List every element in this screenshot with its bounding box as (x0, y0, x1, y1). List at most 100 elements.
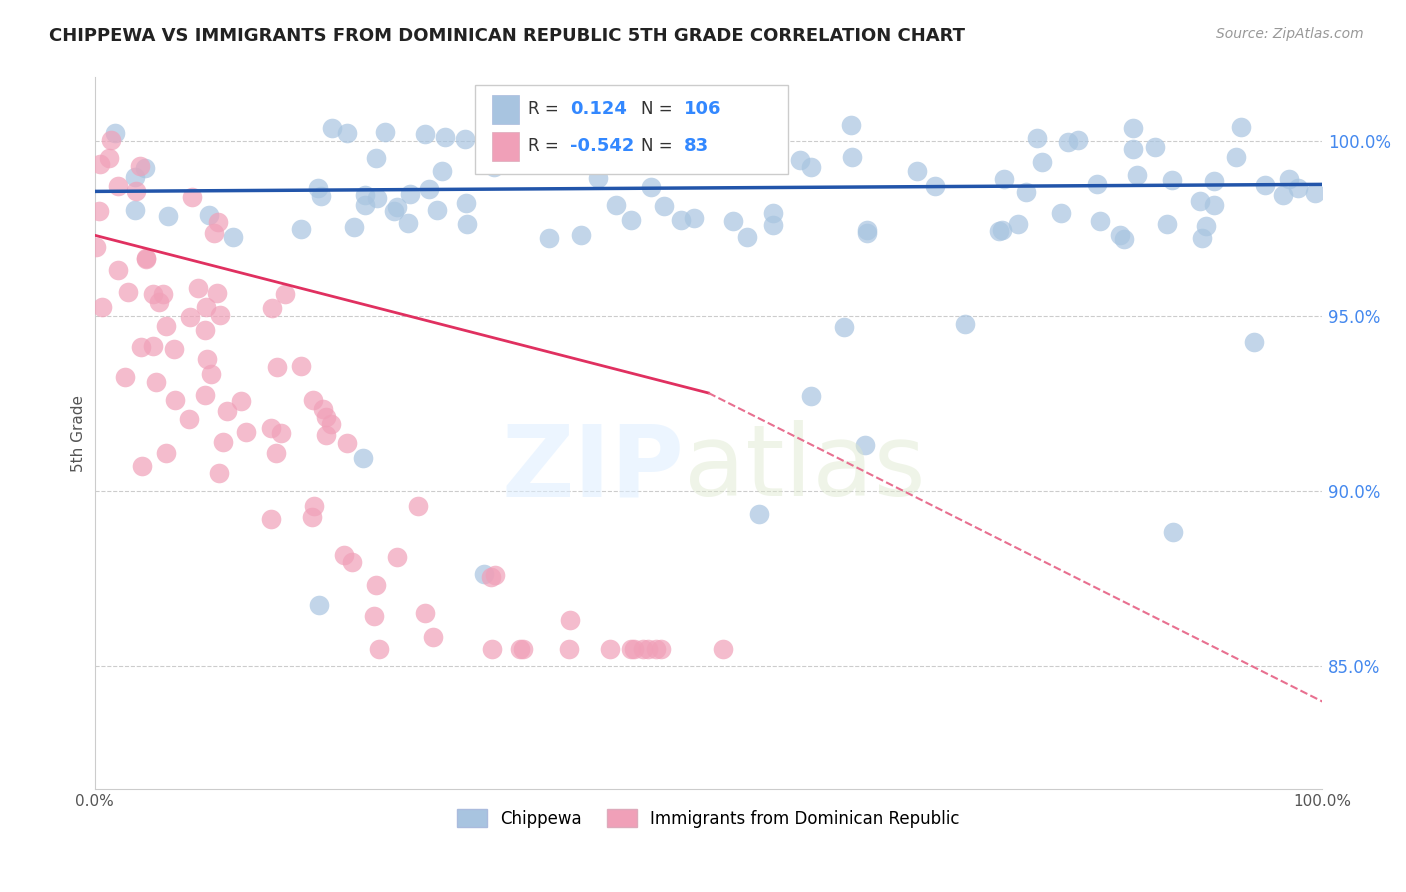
Point (135, 252, 157, 266)
Point (266, 359, 288, 374)
Point (84, 240, 107, 254)
Point (398, 186, 420, 201)
Point (264, 446, 287, 460)
Point (91, 300, 114, 314)
Point (354, 198, 377, 212)
Point (104, 126, 127, 140)
Point (396, 216, 419, 230)
Point (194, 323, 217, 337)
Point (211, 435, 233, 450)
Point (1026, 131, 1049, 145)
Point (163, 392, 186, 407)
Point (352, 451, 374, 466)
Point (800, 389, 823, 403)
Point (1057, 135, 1080, 149)
Point (734, 153, 756, 167)
Point (148, 295, 170, 310)
Point (207, 215, 229, 229)
Point (366, 191, 388, 205)
Point (721, 214, 744, 228)
Text: 83: 83 (683, 137, 709, 155)
Point (560, 613, 582, 627)
Point (586, 171, 609, 186)
Point (374, 124, 396, 138)
Point (1156, 218, 1178, 232)
Point (434, 129, 457, 144)
Point (354, 188, 377, 202)
Point (1122, 142, 1144, 156)
Point (321, 120, 343, 135)
Legend: Chippewa, Immigrants from Dominican Republic: Chippewa, Immigrants from Dominican Repu… (450, 803, 966, 834)
Point (1085, 177, 1108, 191)
Point (430, 164, 453, 178)
Point (307, 181, 329, 195)
Point (124, 203, 146, 218)
Point (114, 370, 136, 384)
Point (1254, 178, 1277, 192)
Point (640, 179, 662, 194)
Point (1161, 173, 1184, 187)
Point (385, 200, 408, 214)
Point (311, 402, 333, 417)
Point (1088, 214, 1111, 228)
Point (1188, 194, 1211, 209)
Point (724, 124, 747, 138)
Point (315, 410, 337, 425)
Point (336, 127, 359, 141)
Point (711, 642, 734, 657)
Point (747, 507, 769, 521)
Point (273, 287, 295, 301)
Point (382, 203, 405, 218)
Point (180, 189, 202, 203)
Point (364, 151, 387, 165)
Point (315, 427, 337, 442)
Point (637, 642, 659, 657)
Point (856, 223, 879, 237)
Point (117, 285, 139, 299)
Point (1286, 181, 1309, 195)
Point (135, 251, 157, 265)
Point (129, 340, 152, 354)
Point (620, 642, 643, 657)
Point (1243, 334, 1265, 349)
Point (97, 151, 120, 165)
Point (100, 133, 122, 147)
Point (142, 287, 165, 301)
Point (454, 132, 477, 146)
Point (131, 458, 153, 473)
Point (623, 642, 645, 657)
Point (311, 189, 333, 203)
Point (512, 642, 534, 657)
Point (853, 437, 876, 451)
Point (1202, 174, 1225, 188)
Point (426, 202, 449, 217)
Point (571, 228, 593, 243)
Point (205, 285, 228, 300)
Point (208, 466, 231, 480)
Point (368, 642, 391, 657)
Point (662, 145, 685, 159)
Point (177, 412, 200, 426)
FancyBboxPatch shape (492, 95, 519, 124)
Point (301, 510, 323, 524)
Point (302, 392, 325, 407)
Point (413, 606, 436, 620)
Point (107, 262, 129, 277)
Text: -0.542: -0.542 (569, 137, 634, 155)
Point (671, 212, 693, 227)
Point (418, 182, 440, 196)
Point (856, 226, 879, 240)
Point (194, 300, 217, 314)
Point (924, 179, 946, 194)
Point (650, 642, 672, 657)
Point (1303, 186, 1326, 201)
Point (198, 208, 221, 222)
Point (1122, 121, 1144, 136)
Point (340, 555, 363, 569)
Point (1278, 171, 1301, 186)
Point (1031, 155, 1053, 169)
Point (481, 642, 503, 657)
Point (406, 499, 429, 513)
Point (187, 281, 209, 295)
Point (1144, 140, 1167, 154)
